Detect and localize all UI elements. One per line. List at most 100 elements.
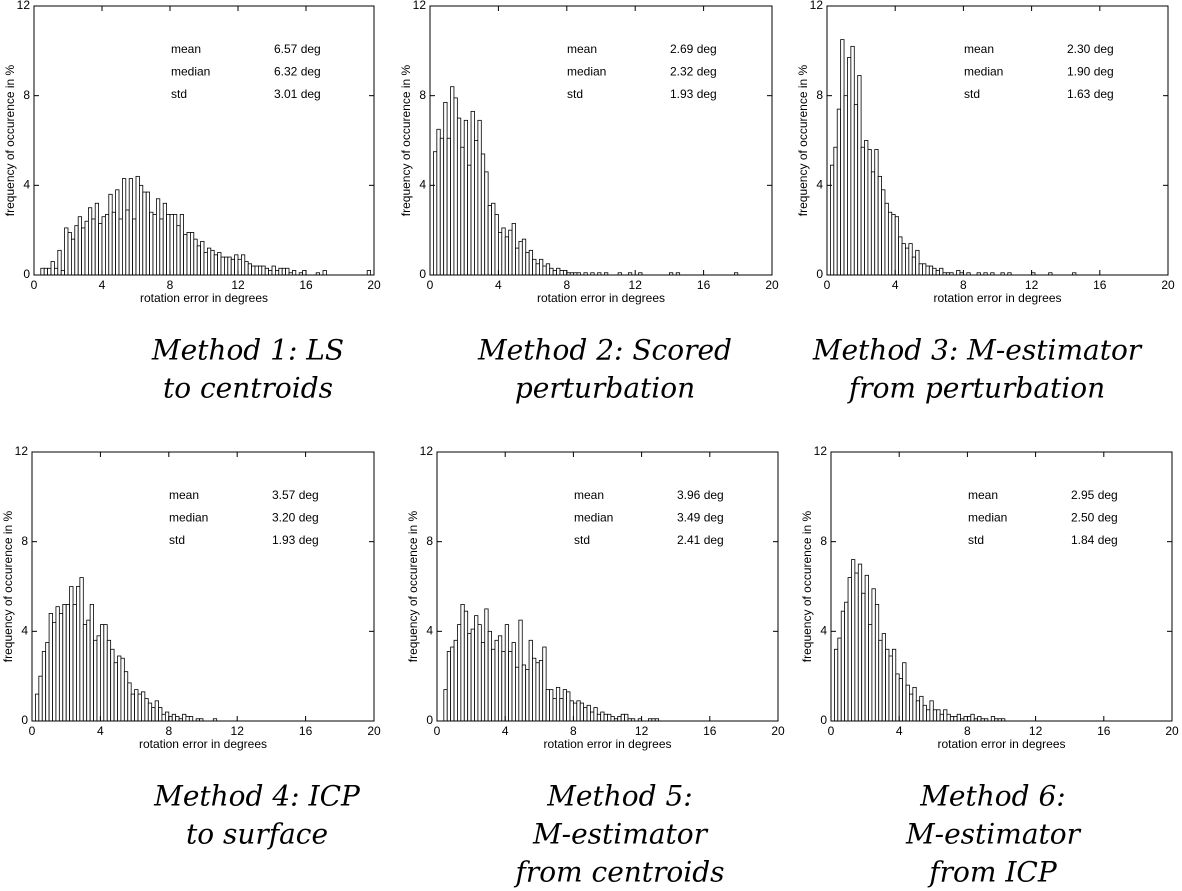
bar: [946, 713, 951, 722]
bar: [881, 189, 886, 276]
bar: [928, 265, 934, 276]
bar: [89, 604, 94, 722]
bar: [470, 628, 475, 722]
bar: [494, 639, 499, 722]
y-axis-label: frequency of occurence in %: [399, 64, 413, 216]
bar: [151, 707, 156, 722]
bar: [52, 621, 57, 722]
y-tick-label: 12: [413, 0, 427, 12]
x-tick-label: 20: [367, 278, 381, 292]
bar: [111, 211, 116, 276]
bar: [196, 245, 201, 276]
bar: [105, 214, 110, 276]
bar: [898, 236, 903, 276]
bar: [145, 191, 150, 276]
y-tick-label: 12: [15, 444, 29, 458]
bar: [583, 707, 588, 722]
y-tick-label: 8: [816, 88, 823, 102]
x-axis-label: rotation error in degrees: [140, 291, 268, 305]
bar: [891, 648, 897, 722]
bar: [922, 263, 927, 276]
bar: [96, 635, 101, 722]
stat-label: median: [169, 511, 208, 525]
bar: [576, 700, 581, 722]
bar: [72, 604, 77, 722]
bar: [586, 704, 591, 722]
bar: [436, 128, 441, 276]
bar: [176, 225, 181, 276]
bar: [162, 202, 167, 276]
bar: [487, 205, 492, 276]
bar: [188, 716, 194, 722]
caption-line: to surface: [186, 818, 328, 851]
bar: [291, 270, 297, 276]
stat-value: 3.20 deg: [272, 511, 319, 525]
bar: [918, 263, 923, 276]
y-tick-label: 12: [420, 444, 434, 458]
stat-label: mean: [567, 42, 597, 56]
x-tick-label: 8: [165, 724, 172, 738]
bar: [887, 211, 893, 276]
stat-value: 3.49 deg: [677, 511, 724, 525]
bar: [919, 695, 924, 722]
bar: [508, 651, 513, 722]
bar: [885, 648, 890, 722]
bar: [237, 258, 242, 276]
bar: [837, 637, 842, 722]
stat-value: 1.84 deg: [1071, 533, 1118, 547]
bar: [54, 267, 59, 276]
bar: [477, 119, 482, 276]
bar: [935, 270, 940, 276]
bar: [155, 198, 161, 276]
x-tick-label: 12: [1029, 724, 1043, 738]
stat-label: mean: [169, 488, 199, 502]
x-tick-label: 12: [231, 724, 245, 738]
bar: [535, 662, 540, 722]
bar: [480, 153, 486, 276]
bar: [450, 86, 455, 276]
bar: [57, 249, 62, 276]
stat-label: std: [171, 87, 187, 101]
stat-label: std: [574, 533, 590, 547]
bar: [901, 243, 906, 276]
stat-label: median: [964, 65, 1003, 79]
bar: [511, 223, 516, 276]
bar: [141, 691, 146, 722]
bar: [521, 664, 527, 722]
bar: [549, 689, 554, 722]
x-tick-label: 8: [570, 724, 577, 738]
bar: [58, 613, 64, 722]
x-tick-label: 16: [1093, 278, 1107, 292]
bar: [888, 655, 893, 722]
bar: [366, 270, 372, 276]
x-tick-label: 20: [771, 724, 785, 738]
bar: [939, 713, 944, 722]
caption-line: to centroids: [163, 372, 333, 405]
bar: [200, 240, 205, 276]
y-tick-label: 12: [814, 444, 828, 458]
y-tick-label: 0: [426, 713, 433, 727]
caption-line: Method 1: LS: [151, 334, 344, 367]
bar: [911, 256, 917, 276]
bar: [220, 256, 225, 276]
y-tick-label: 4: [820, 624, 827, 638]
bar: [244, 261, 249, 276]
bar: [556, 267, 561, 276]
bar: [48, 613, 53, 722]
x-axis-label: rotation error in degrees: [933, 291, 1061, 305]
bar: [443, 101, 448, 276]
bar: [525, 252, 530, 276]
bar: [600, 711, 605, 722]
bar: [922, 704, 927, 722]
x-tick-label: 0: [828, 724, 835, 738]
bar: [545, 689, 550, 722]
caption-line: from perturbation: [847, 372, 1105, 405]
stat-label: mean: [171, 42, 201, 56]
bar: [45, 642, 50, 722]
bar: [223, 256, 229, 276]
x-tick-label: 8: [563, 278, 570, 292]
bar: [528, 639, 533, 722]
bar: [932, 709, 938, 722]
